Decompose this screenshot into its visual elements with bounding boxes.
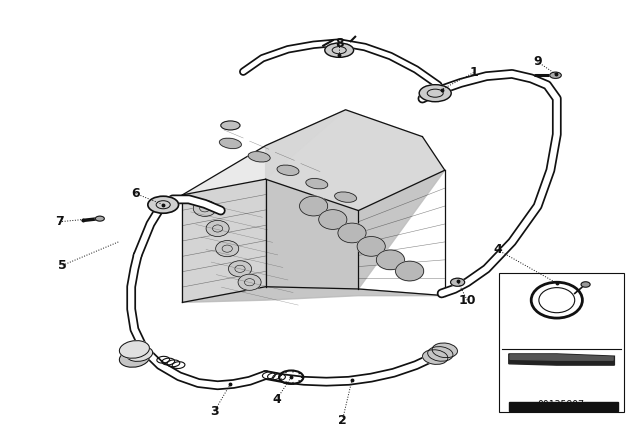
Text: 2: 2 (338, 414, 347, 427)
Circle shape (357, 237, 385, 256)
Circle shape (193, 200, 216, 216)
Ellipse shape (277, 165, 299, 176)
Ellipse shape (432, 343, 458, 358)
Ellipse shape (550, 72, 561, 78)
Ellipse shape (325, 43, 354, 57)
Text: 8: 8 (335, 37, 344, 51)
Ellipse shape (248, 151, 270, 162)
Circle shape (338, 223, 366, 243)
Circle shape (216, 241, 239, 257)
Bar (499, 273, 624, 412)
Text: 5: 5 (58, 258, 67, 272)
Ellipse shape (335, 192, 356, 202)
Text: 7: 7 (55, 215, 64, 228)
Circle shape (319, 210, 347, 229)
Text: 00135807: 00135807 (538, 401, 585, 410)
Ellipse shape (120, 349, 149, 367)
Ellipse shape (95, 216, 104, 221)
Ellipse shape (419, 85, 451, 102)
Ellipse shape (148, 196, 179, 213)
Text: 3: 3 (210, 405, 219, 418)
Polygon shape (266, 170, 445, 289)
Circle shape (238, 274, 261, 290)
Ellipse shape (220, 138, 241, 149)
Ellipse shape (221, 121, 240, 130)
Ellipse shape (451, 278, 465, 286)
Circle shape (396, 261, 424, 281)
Polygon shape (182, 179, 266, 302)
Text: 9: 9 (533, 55, 542, 69)
Circle shape (206, 220, 229, 237)
Ellipse shape (581, 282, 590, 287)
Polygon shape (509, 354, 614, 365)
Circle shape (300, 196, 328, 216)
Circle shape (228, 261, 252, 277)
Text: 4: 4 (493, 243, 502, 257)
Text: 10: 10 (458, 293, 476, 307)
Ellipse shape (422, 350, 448, 364)
Circle shape (376, 250, 404, 270)
Text: 6: 6 (131, 187, 140, 200)
Ellipse shape (120, 340, 149, 358)
Ellipse shape (428, 347, 453, 361)
Polygon shape (182, 110, 346, 195)
Ellipse shape (306, 178, 328, 189)
Ellipse shape (127, 346, 152, 362)
Bar (509, 402, 618, 411)
Text: 1: 1 (469, 66, 478, 79)
Polygon shape (266, 110, 445, 211)
Polygon shape (182, 287, 445, 302)
Polygon shape (510, 355, 613, 360)
Text: 4: 4 (272, 393, 281, 406)
